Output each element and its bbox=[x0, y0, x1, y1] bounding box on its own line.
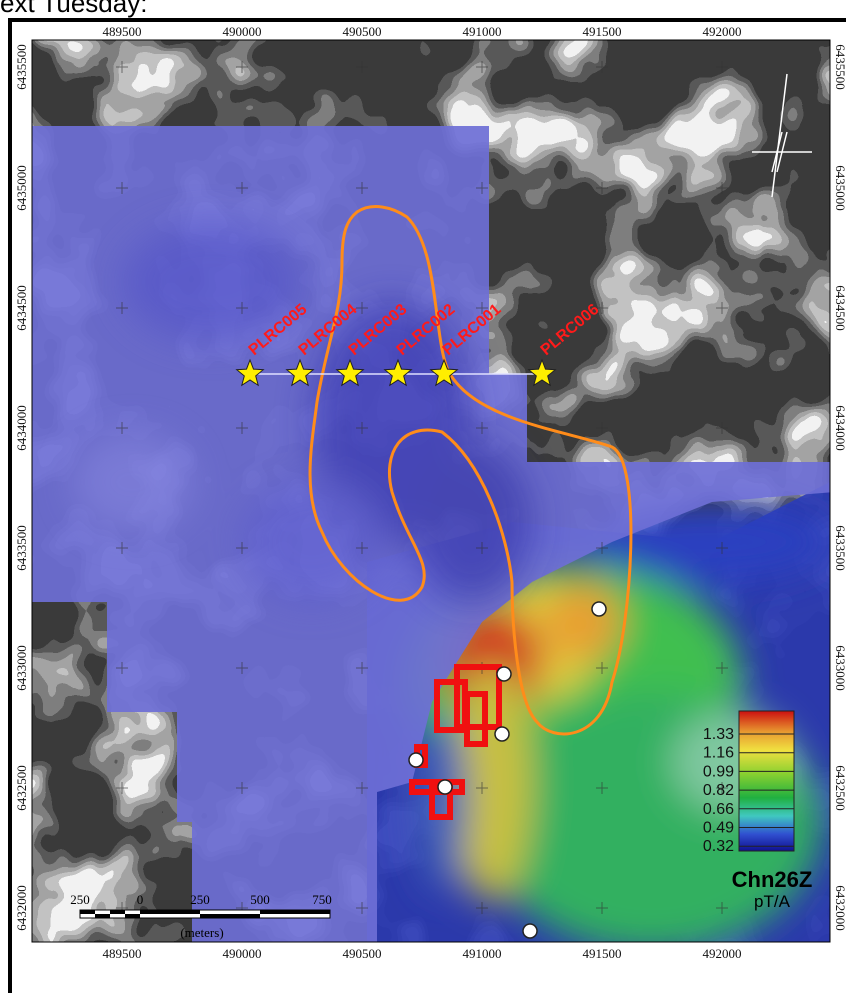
y-axis-right-labels: 6435500 6435000 6434500 6434000 6433500 64330… bbox=[833, 44, 846, 931]
caption-text: ext Tuesday: bbox=[0, 0, 148, 18]
x-axis-bottom-labels: 489500 490000 490500 491000 491500 492000 bbox=[103, 946, 742, 961]
y-tick-label: 6434500 bbox=[833, 285, 846, 331]
x-tick-label: 489500 bbox=[103, 24, 142, 39]
scale-tick-label: 250 bbox=[70, 892, 90, 907]
drillhole-star-icon[interactable] bbox=[235, 358, 265, 387]
y-tick-label: 6434000 bbox=[14, 405, 29, 451]
x-tick-label: 491000 bbox=[463, 946, 502, 961]
red-prospect-outlines bbox=[409, 664, 502, 820]
drillhole-star-icon[interactable] bbox=[527, 358, 557, 387]
legend-value-label: 0.82 bbox=[703, 782, 734, 799]
sample-point bbox=[408, 752, 424, 768]
x-tick-label: 492000 bbox=[703, 24, 742, 39]
orange-target-outline bbox=[308, 205, 633, 736]
x-tick-label: 490000 bbox=[223, 946, 262, 961]
y-tick-label: 6434500 bbox=[14, 285, 29, 331]
y-axis-left-labels: 6435500 6435000 6434500 6434000 6433500 64330… bbox=[14, 44, 29, 931]
sample-point bbox=[591, 601, 607, 617]
y-tick-label: 6435000 bbox=[14, 165, 29, 211]
drillhole-star-icon[interactable] bbox=[383, 358, 413, 387]
map-frame: PLRC005 PLRC004 PLRC003 PLRC002 PLRC001 PLRC0… bbox=[8, 18, 846, 993]
legend-unit: pT/A bbox=[754, 892, 791, 911]
y-tick-label: 6432000 bbox=[14, 885, 29, 931]
legend-value-label: 0.66 bbox=[703, 801, 734, 818]
sample-point bbox=[496, 666, 512, 682]
y-tick-label: 6435000 bbox=[833, 165, 846, 211]
x-tick-label: 490500 bbox=[343, 24, 382, 39]
legend-value-label: 0.32 bbox=[703, 838, 734, 855]
y-tick-label: 6433000 bbox=[14, 645, 29, 691]
legend-value-label: 0.49 bbox=[703, 820, 734, 837]
drillhole-star-icon[interactable] bbox=[429, 358, 459, 387]
y-tick-label: 6435500 bbox=[833, 44, 846, 90]
y-tick-label: 6432500 bbox=[833, 765, 846, 811]
x-tick-label: 491500 bbox=[583, 946, 622, 961]
y-tick-label: 6433500 bbox=[14, 525, 29, 571]
scale-tick-label: 250 bbox=[190, 892, 210, 907]
scale-tick-label: 500 bbox=[250, 892, 270, 907]
legend-value-label: 1.16 bbox=[703, 745, 734, 762]
sample-points bbox=[408, 601, 607, 939]
plot-border bbox=[31, 39, 831, 943]
scale-tick-label: 0 bbox=[137, 892, 144, 907]
x-tick-label: 491000 bbox=[463, 24, 502, 39]
y-tick-label: 6432000 bbox=[833, 885, 846, 931]
north-arrow-icon bbox=[752, 73, 812, 198]
legend-title: Chn26Z bbox=[732, 867, 813, 892]
x-tick-label: 492000 bbox=[703, 946, 742, 961]
sample-point bbox=[522, 923, 538, 939]
x-tick-label: 491500 bbox=[583, 24, 622, 39]
x-tick-label: 489500 bbox=[103, 946, 142, 961]
grid-crosses bbox=[116, 61, 728, 914]
scale-bar: 250 0 250 500 750 (meters) bbox=[70, 892, 332, 940]
scale-tick-label: 750 bbox=[312, 892, 332, 907]
drillhole-star-icon[interactable] bbox=[285, 358, 315, 387]
x-tick-label: 490500 bbox=[343, 946, 382, 961]
y-tick-label: 6435500 bbox=[14, 44, 29, 90]
legend-value-label: 1.33 bbox=[703, 726, 734, 743]
y-tick-label: 6433000 bbox=[833, 645, 846, 691]
legend-value-label: 0.99 bbox=[703, 763, 734, 780]
x-tick-label: 490000 bbox=[223, 24, 262, 39]
drillhole-star-icon[interactable] bbox=[335, 358, 365, 387]
y-tick-label: 6432500 bbox=[14, 765, 29, 811]
scale-unit-label: (meters) bbox=[180, 925, 223, 940]
sample-point bbox=[437, 779, 453, 795]
sample-point bbox=[494, 726, 510, 742]
y-tick-label: 6433500 bbox=[833, 525, 846, 571]
color-legend: 1.33 1.160.99 0.82 0.66 0.490.32 Chn26Z pT/A bbox=[703, 710, 813, 911]
y-tick-label: 6434000 bbox=[833, 405, 846, 451]
x-axis-top-labels: 489500 490000 490500 491000 491500 492000 bbox=[103, 24, 742, 39]
